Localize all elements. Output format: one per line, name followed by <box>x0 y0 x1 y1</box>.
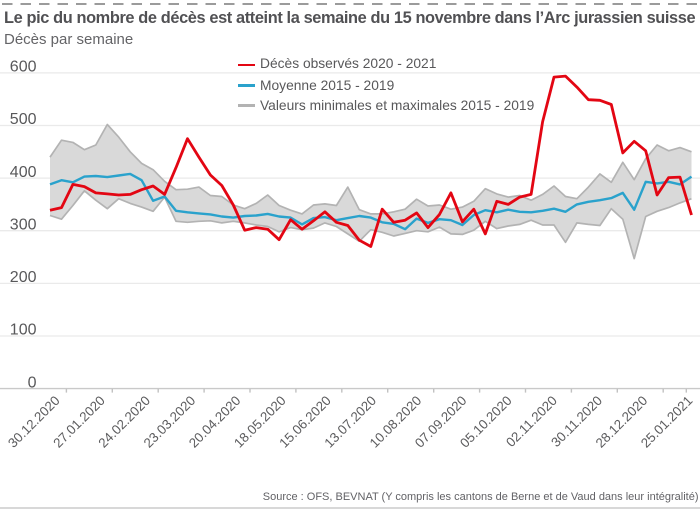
svg-text:100: 100 <box>10 322 37 339</box>
svg-text:300: 300 <box>10 216 37 233</box>
svg-text:200: 200 <box>10 269 37 286</box>
svg-text:600: 600 <box>10 59 37 76</box>
svg-text:500: 500 <box>10 111 37 128</box>
svg-text:0: 0 <box>28 374 37 391</box>
svg-text:400: 400 <box>10 164 37 181</box>
